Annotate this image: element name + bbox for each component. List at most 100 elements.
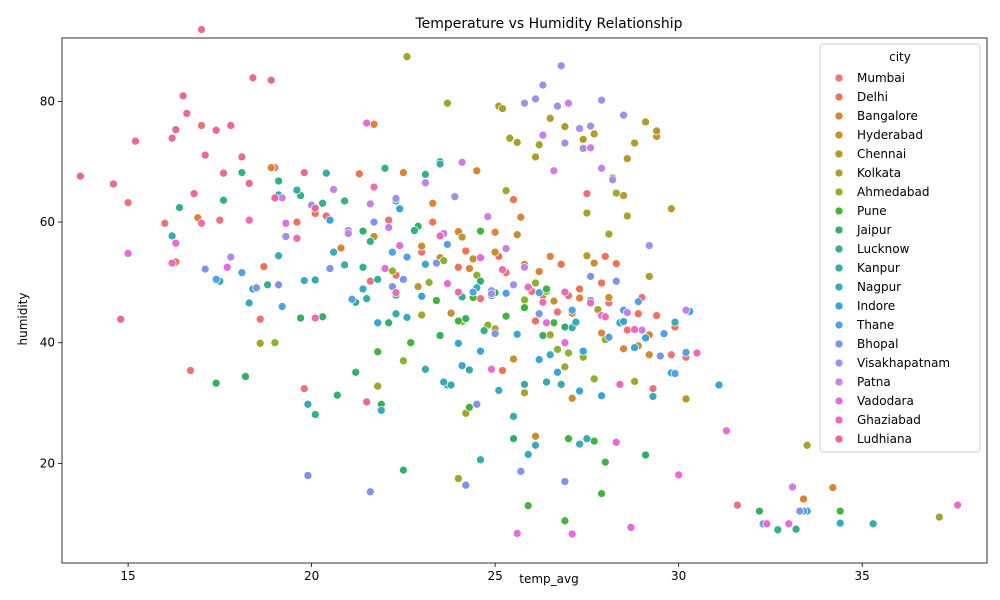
- point-bhopal-11: [472, 399, 482, 409]
- point-patna-8: [483, 212, 493, 221]
- point-kolkata-1: [373, 381, 383, 391]
- point-delhi-13: [575, 284, 584, 294]
- y-axis-label: humidity: [16, 293, 30, 346]
- point-pune-17: [465, 402, 474, 412]
- point-bangalore-10: [516, 212, 526, 222]
- point-delhi-14: [597, 278, 606, 288]
- point-thane-7: [468, 287, 478, 297]
- point-bangalore-15: [619, 344, 628, 354]
- point-bangalore-11: [534, 267, 544, 276]
- point-indore-13: [630, 343, 639, 352]
- point-ghaziabad-9: [498, 265, 507, 275]
- point-jaipur-9: [384, 318, 394, 328]
- point-ludhiana-18: [310, 203, 320, 213]
- point-mumbai-22: [733, 500, 742, 510]
- point-nagpur-4: [358, 284, 368, 294]
- point-bhopal-20: [795, 506, 805, 516]
- point-vadodara-9: [512, 529, 522, 538]
- point-nagpur-16: [582, 434, 592, 444]
- point-chennai-17: [582, 251, 592, 261]
- point-bangalore-5: [428, 198, 438, 208]
- point-nagpur-19: [670, 317, 680, 327]
- legend-marker-nagpur: [834, 282, 844, 292]
- point-ghaziabad-5: [369, 182, 379, 192]
- point-ahmedabad-15: [589, 374, 599, 384]
- point-thane-5: [402, 252, 412, 262]
- point-ahmedabad-8: [501, 186, 511, 196]
- legend: city Mumbai Delhi Bangalore Hyderabad Chennai…: [819, 43, 981, 453]
- point-mumbai-1: [197, 121, 206, 130]
- point-visakhapatnam-7: [509, 280, 518, 290]
- legend-label-bangalore: Bangalore: [857, 109, 918, 123]
- legend-marker-patna: [834, 377, 844, 387]
- point-ghaziabad-10: [523, 282, 533, 292]
- point-mumbai-8: [384, 215, 394, 225]
- point-vadodara-5: [380, 264, 390, 273]
- point-thane-3: [347, 294, 357, 304]
- point-vadodara-20: [953, 500, 962, 510]
- point-ahmedabad-2: [399, 356, 408, 366]
- point-chennai-13: [666, 204, 676, 214]
- point-nagpur-11: [494, 386, 504, 395]
- point-pune-6: [501, 311, 511, 321]
- point-mumbai-19: [648, 384, 658, 393]
- point-bangalore-12: [545, 252, 555, 261]
- x-axis-label: temp_avg: [519, 572, 578, 586]
- legend-label-kanpur: Kanpur: [857, 261, 900, 275]
- point-thane-14: [659, 329, 669, 339]
- point-nagpur-15: [571, 317, 581, 327]
- point-ghaziabad-11: [538, 297, 548, 307]
- point-hyderabad-16: [644, 350, 654, 360]
- legend-marker-bhopal: [834, 339, 844, 349]
- point-indore-8: [534, 355, 544, 364]
- point-visakhapatnam-5: [450, 192, 460, 202]
- point-pune-13: [589, 436, 599, 446]
- point-thane-15: [670, 369, 680, 378]
- point-kolkata-16: [604, 229, 614, 239]
- point-patna-4: [384, 223, 394, 232]
- point-chennai-1: [457, 232, 467, 242]
- point-vadodara-14: [611, 437, 621, 447]
- point-jaipur-10: [399, 465, 408, 475]
- point-bhopal-14: [534, 309, 544, 319]
- point-mumbai-20: [666, 350, 676, 360]
- point-indore-9: [553, 367, 562, 377]
- legend-label-patna: Patna: [857, 375, 891, 389]
- y-tick-label: 60: [40, 215, 55, 229]
- point-nagpur-6: [402, 313, 412, 322]
- legend-label-bhopal: Bhopal: [857, 337, 898, 351]
- legend-label-pune: Pune: [857, 204, 887, 218]
- point-lucknow-1: [219, 195, 228, 205]
- point-nagpur-3: [329, 247, 338, 257]
- point-jaipur-12: [435, 331, 445, 340]
- point-kolkata-9: [505, 133, 515, 143]
- point-patna-16: [637, 325, 647, 335]
- point-vadodara-1: [171, 238, 181, 248]
- point-patna-7: [457, 157, 467, 167]
- point-mumbai-0: [186, 366, 195, 375]
- point-kolkata-20: [934, 512, 944, 522]
- point-nagpur-5: [376, 405, 386, 415]
- axes: 15 20 25 30 35 20 40 60 80: [40, 94, 870, 583]
- point-thane-13: [633, 297, 643, 307]
- point-pune-0: [373, 347, 383, 357]
- point-lucknow-6: [310, 410, 320, 419]
- point-jaipur-1: [241, 372, 250, 381]
- point-bangalore-1: [266, 163, 276, 173]
- legend-marker-pune: [834, 206, 844, 216]
- point-thane-12: [604, 332, 614, 342]
- point-vadodara-15: [626, 523, 636, 532]
- point-ludhiana-9: [200, 150, 210, 160]
- point-kanpur-15: [476, 455, 485, 465]
- point-thane-16: [681, 348, 691, 357]
- point-vadodara-6: [395, 241, 405, 250]
- point-kanpur-13: [446, 380, 456, 390]
- point-vadodara-8: [476, 253, 485, 263]
- point-ghaziabad-7: [435, 231, 445, 241]
- point-chennai-0: [413, 282, 423, 291]
- legend-label-indore: Indore: [857, 299, 895, 313]
- point-visakhapatnam-11: [556, 61, 566, 71]
- point-delhi-7: [428, 217, 438, 227]
- point-patna-2: [343, 229, 353, 238]
